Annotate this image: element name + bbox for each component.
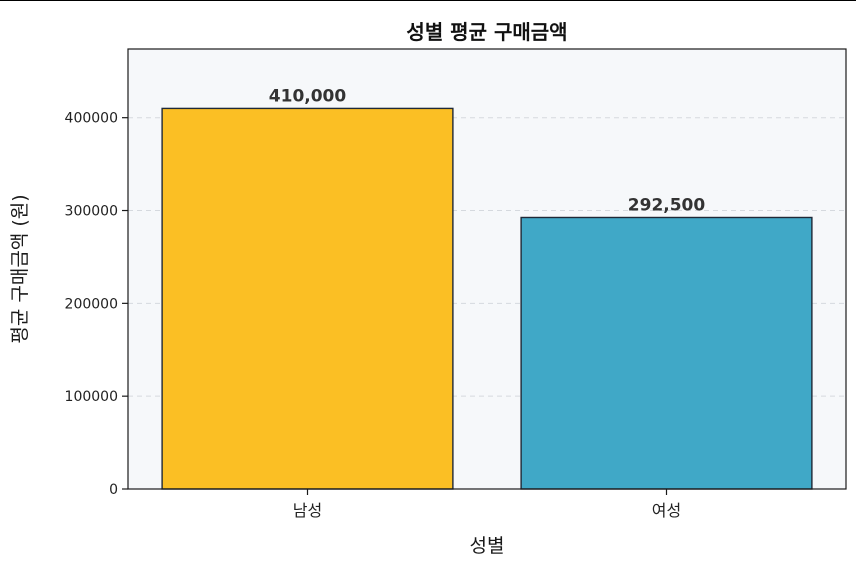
y-axis-label: 평균 구매금액 (원) [9,194,31,343]
y-tick-label: 400000 [65,111,118,127]
y-tick-label: 200000 [65,296,118,312]
y-tick-label: 100000 [65,389,118,405]
data-label: 292,500 [628,195,706,215]
plot-frame [127,48,847,490]
data-label: 410,000 [269,86,347,106]
x-axis-ticks: 남성 여성 [293,489,681,520]
bar [520,216,813,490]
chart-title: 성별 평균 구매금액 [406,20,567,44]
x-tick-label: 남성 [293,501,322,520]
y-axis-ticks: 0 100000 200000 300000 400000 [65,111,128,498]
y-tick-label: 300000 [65,204,118,220]
x-axis-label: 성별 [470,535,505,557]
bars [161,107,813,490]
bar [161,107,454,490]
y-tick-label: 0 [109,482,118,498]
x-tick-label: 여성 [652,501,681,520]
data-labels: 410,000 292,500 [269,86,706,215]
